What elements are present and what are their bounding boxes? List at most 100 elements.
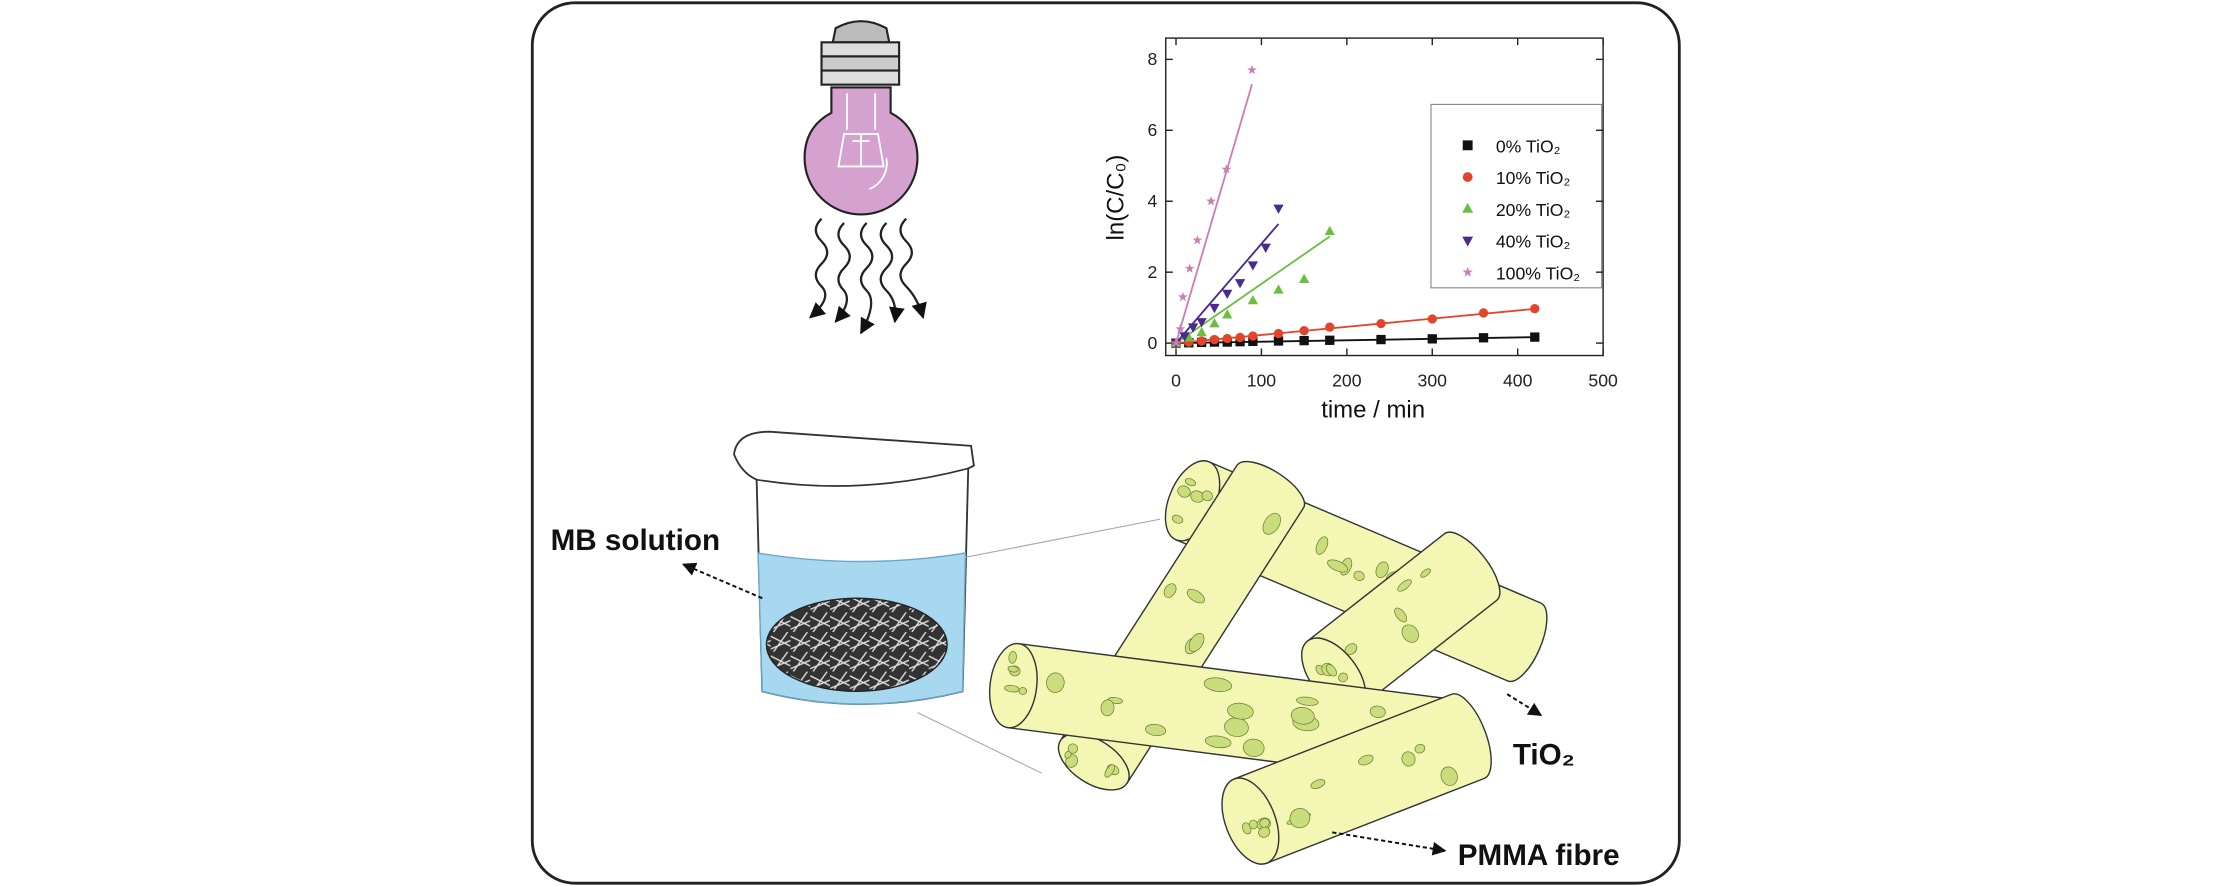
marker xyxy=(1209,303,1220,314)
tio2-particle xyxy=(1242,738,1265,757)
light-rays xyxy=(809,217,927,335)
marker xyxy=(1179,332,1190,342)
marker xyxy=(1184,263,1195,273)
tio2-particle xyxy=(1177,485,1191,498)
zoom-line xyxy=(965,518,1161,558)
marker xyxy=(1234,279,1246,289)
arrow xyxy=(681,562,763,600)
marker xyxy=(1273,284,1284,294)
marker xyxy=(1248,331,1258,341)
pmma-label: PMMA fibre xyxy=(1458,839,1620,872)
tio2-particle xyxy=(1201,490,1213,502)
marker xyxy=(1183,332,1194,342)
tio2-particle xyxy=(1315,536,1329,555)
tio2-particle xyxy=(1358,754,1374,766)
marker xyxy=(1462,266,1473,277)
tio2-particle xyxy=(1008,651,1017,664)
marker xyxy=(1196,336,1207,346)
marker xyxy=(1478,308,1489,318)
y-tick-label: 8 xyxy=(1147,49,1157,69)
tio2-particle xyxy=(1163,583,1177,598)
marker xyxy=(1530,304,1540,314)
marker xyxy=(1462,172,1473,182)
tio2-particle xyxy=(1310,779,1326,789)
marker xyxy=(1299,326,1309,336)
marker xyxy=(1427,334,1437,344)
tio2-particle xyxy=(1401,751,1416,767)
marker xyxy=(1196,318,1207,328)
light-bulb xyxy=(803,20,919,216)
marker xyxy=(1247,261,1259,271)
marker xyxy=(1478,333,1489,343)
tio2-particle xyxy=(1375,561,1389,579)
x-tick-label: 300 xyxy=(1418,371,1448,391)
legend-label: 100% TiO₂ xyxy=(1496,263,1580,283)
tio2-label: TiO₂ xyxy=(1513,739,1575,772)
tio2-particle xyxy=(1046,672,1065,693)
tio2-particle xyxy=(1296,696,1319,706)
tio2-particle xyxy=(1290,707,1315,725)
tio2-particle xyxy=(1188,633,1205,652)
tio2-particle xyxy=(1353,570,1365,581)
tio2-particle xyxy=(1289,808,1311,829)
arrow xyxy=(1332,831,1447,856)
marker xyxy=(1260,243,1271,253)
marker xyxy=(1221,164,1232,174)
marker xyxy=(1462,202,1474,213)
tio2-particle xyxy=(1258,826,1271,838)
tio2-particle xyxy=(1338,672,1348,683)
tio2-particle xyxy=(1327,559,1349,573)
tio2-particle xyxy=(1420,568,1431,578)
marker xyxy=(1209,318,1220,328)
fibre xyxy=(1221,693,1492,865)
tio2-particle xyxy=(1018,687,1028,695)
marker xyxy=(1222,309,1233,319)
x-axis-label: time / min xyxy=(1321,397,1425,424)
legend-label: 20% TiO₂ xyxy=(1496,200,1570,220)
tio2-particle xyxy=(1325,664,1337,677)
marker xyxy=(1235,332,1245,343)
marker xyxy=(1273,336,1284,346)
marker xyxy=(1530,332,1540,342)
legend-label: 10% TiO₂ xyxy=(1496,168,1570,188)
tio2-particle xyxy=(1401,624,1419,643)
marker xyxy=(1222,289,1233,300)
marker xyxy=(1376,318,1386,329)
marker xyxy=(1427,314,1437,324)
plot-content xyxy=(1170,64,1540,349)
marker xyxy=(1325,335,1335,345)
y-tick-label: 6 xyxy=(1147,120,1157,140)
marker xyxy=(1462,236,1474,247)
marker xyxy=(1192,235,1203,245)
marker xyxy=(1209,334,1220,345)
marker xyxy=(1324,225,1335,236)
tio2-particle xyxy=(1414,743,1426,754)
legend-label: 40% TiO₂ xyxy=(1496,232,1570,252)
tio2-particle xyxy=(1100,699,1115,717)
tio2-particle xyxy=(1440,766,1458,786)
marker xyxy=(1462,140,1473,151)
tio2-particle xyxy=(1248,819,1258,830)
marker xyxy=(1206,196,1216,206)
y-axis-label: ln(C/C₀) xyxy=(1102,155,1129,241)
tio2-particle xyxy=(1007,665,1019,673)
marker xyxy=(1177,291,1188,302)
marker xyxy=(1273,204,1284,214)
tio2-particle xyxy=(1394,607,1408,623)
tio2-particle xyxy=(1262,512,1281,535)
tio2-particle xyxy=(1227,702,1254,720)
y-tick-label: 2 xyxy=(1147,262,1157,282)
tio2-particle xyxy=(1369,705,1386,718)
x-tick-label: 0 xyxy=(1171,371,1181,391)
tio2-particle xyxy=(1184,478,1196,487)
marker xyxy=(1299,273,1310,283)
marker xyxy=(1196,326,1207,337)
marker xyxy=(1222,333,1232,344)
marker xyxy=(1325,322,1335,332)
marker xyxy=(1273,328,1284,339)
x-tick-label: 400 xyxy=(1503,371,1533,391)
tio2-particle xyxy=(1204,735,1232,749)
zoom-line xyxy=(917,711,1042,774)
